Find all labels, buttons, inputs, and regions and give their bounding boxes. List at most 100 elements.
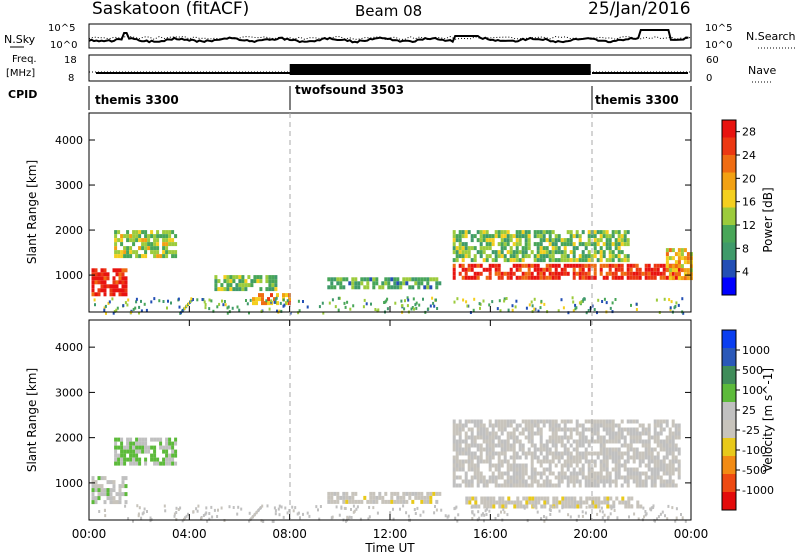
y-tick-label-3: 4000 [55,134,83,147]
echo-region-0 [91,268,128,297]
y-tick-label-1: 2000 [55,224,83,237]
noise-sky-trace [88,29,689,44]
colorbar-tick-label-6: -500 [742,464,767,477]
colorbar-swatch-3 [722,172,736,191]
echo-region-4 [327,277,442,290]
noise-panel: N.Sky 10^5 10^0 10^5 10^0 N.Search [4,23,796,51]
colorbar-tick-label-2: 100 [742,384,763,397]
y-tick-label-2: 3000 [55,179,83,192]
freq-label-2: [MHz] [6,68,35,79]
cpid-panel: CPID themis 3300 twofsound 3503 themis 3… [8,83,692,110]
colorbar-frame [721,119,737,296]
colorbar-swatch-7 [722,456,736,475]
colorbar-swatch-9 [722,277,736,296]
colorbar-tick-label-4: 20 [742,172,756,185]
echo-region-6 [452,230,630,263]
power-marks [91,230,693,315]
nave-tick-high: 60 [706,55,719,66]
y-tick-label-0: 1000 [55,477,83,490]
colorbar-swatch-1 [722,348,736,367]
echo-region-3 [452,419,681,488]
velocity-ylabel: Slant Range [km] [25,368,39,472]
y-tick-label-1: 2000 [55,432,83,445]
x-tick-label-4: 16:00 [473,527,508,541]
colorbar-swatch-5 [722,207,736,226]
colorbar-swatch-4 [722,190,736,208]
echo-region-1 [114,230,178,259]
near-range-speckle [98,504,687,523]
noise-right-tick-high: 10^5 [705,23,732,34]
y-tick-label-3: 4000 [55,341,83,354]
colorbar-swatch-2 [722,366,736,385]
cpid-segment-2: themis 3300 [595,93,679,107]
colorbar-swatch-4 [722,402,736,421]
colorbar-swatch-7 [722,242,736,261]
frequency-panel: Freq. [MHz] 18 8 60 0 Nave [6,54,776,84]
date-title: 25/Jan/2016 [588,0,691,19]
noise-left-label: N.Sky [4,33,36,46]
near-range-speckle [93,296,685,315]
echo-region-2 [327,491,442,504]
velocity-y-axis: 1000 2000 3000 4000 [55,341,691,490]
cpid-segment-1: twofsound 3503 [295,83,404,97]
noise-left-tick-high: 10^5 [48,23,75,34]
colorbar-swatch-8 [722,474,736,493]
freq-tick-low: 8 [68,73,74,84]
colorbar-swatch-0 [722,330,736,349]
colorbar-tick-label-4: -25 [742,424,760,437]
colorbar-tick-label-7: -1000 [742,484,774,497]
colorbar-tick-label-0: 1000 [742,344,770,357]
beam-title: Beam 08 [355,2,422,20]
freq-label-1: Freq. [12,54,37,65]
y-tick-label-0: 1000 [55,269,83,282]
colorbar-swatch-6 [722,225,736,243]
x-tick-label-2: 08:00 [272,527,307,541]
nave-block [289,64,591,75]
colorbar-swatch-3 [722,384,736,403]
x-tick-label-0: 00:00 [72,527,107,541]
colorbar-tick-label-2: 12 [742,219,756,232]
nave-label: Nave [748,64,776,77]
noise-right-tick-low: 10^0 [705,40,732,51]
velocity-marks [91,419,687,523]
power-colorbar-label: Power [dB] [761,187,775,252]
colorbar-swatch-5 [722,420,736,439]
nave-tick-low: 0 [706,73,712,84]
power-panel: 1000 2000 3000 4000 Slant Range [km] [25,112,693,315]
cpid-label: CPID [8,88,37,101]
time-axis: 00:00 04:00 08:00 12:00 16:00 20:00 00:00 [72,306,709,541]
noise-left-tick-low: 10^0 [50,40,77,51]
colorbar-tick-label-1: 500 [742,364,763,377]
colorbar-frame [721,329,737,511]
colorbar-swatch-6 [722,438,736,457]
colorbar-tick-label-5: -100 [742,444,767,457]
x-tick-label-6: 00:00 [674,527,709,541]
colorbar-tick-label-5: 24 [742,149,756,162]
x-tick-label-3: 12:00 [373,527,408,541]
cpid-segment-0: themis 3300 [95,93,179,107]
x-tick-label-5: 20:00 [573,527,608,541]
time-markers [289,113,593,520]
x-axis-label: Time UT [364,541,415,554]
colorbar-swatch-0 [722,120,736,138]
power-y-axis: 1000 2000 3000 4000 [55,134,691,282]
power-colorbar: 4 8 12 16 20 24 28 Power [dB] [721,119,775,296]
freq-tick-high: 18 [64,55,77,66]
colorbar-swatch-1 [722,137,736,156]
echo-region-0 [91,476,128,505]
noise-right-label: N.Search [746,30,796,43]
power-ylabel: Slant Range [km] [25,160,39,264]
velocity-colorbar: 1000 500 100 25 -25 -100 -500 -1000 Velocity [m… [721,329,775,511]
velocity-panel: 1000 2000 3000 4000 Slant Range [km] [25,319,692,523]
colorbar-tick-label-0: 4 [742,266,749,279]
station-title: Saskatoon (fitACF) [92,0,249,19]
colorbar-tick-label-3: 16 [742,196,756,209]
echo-region-1 [114,437,178,466]
colorbar-tick-label-1: 8 [742,242,749,255]
x-tick-label-1: 04:00 [172,527,207,541]
colorbar-tick-label-3: 25 [742,404,756,417]
colorbar-swatch-9 [722,492,736,511]
colorbar-swatch-8 [722,260,736,278]
velocity-colorbar-label: Velocity [m s^-1] [761,368,775,472]
